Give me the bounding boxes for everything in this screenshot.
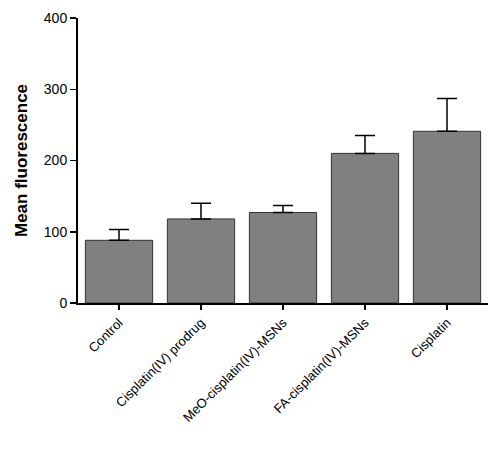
svg-text:Control: Control	[85, 315, 125, 355]
svg-text:100: 100	[44, 224, 68, 240]
svg-text:200: 200	[44, 152, 68, 168]
svg-text:Cisplatin: Cisplatin	[408, 315, 454, 361]
svg-text:400: 400	[44, 10, 68, 26]
svg-text:MeO-cisplatin(IV)-MSNs: MeO-cisplatin(IV)-MSNs	[180, 315, 290, 425]
svg-text:Mean fluorescence: Mean fluorescence	[12, 84, 31, 237]
svg-text:0: 0	[59, 295, 67, 311]
svg-text:Cisplatin(IV) prodrug: Cisplatin(IV) prodrug	[113, 315, 208, 410]
svg-text:FA-cisplatin(IV)-MSNs: FA-cisplatin(IV)-MSNs	[271, 315, 372, 416]
svg-text:300: 300	[44, 81, 68, 97]
